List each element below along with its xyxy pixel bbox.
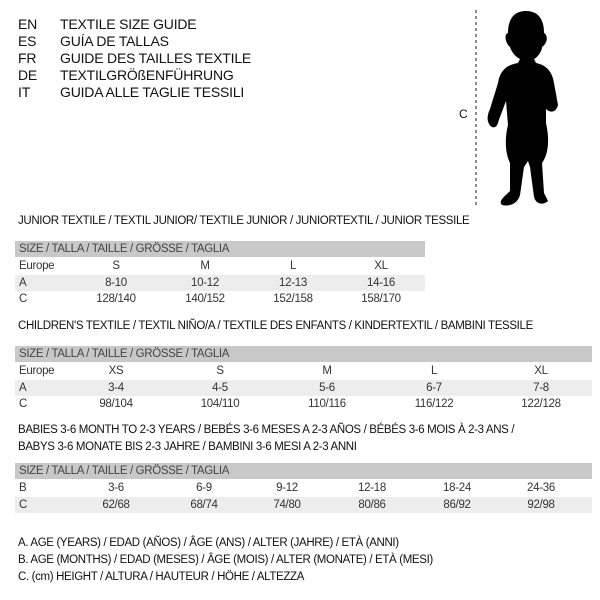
row-label: A xyxy=(19,381,27,394)
table-cell: 10-12 xyxy=(191,276,219,289)
table-cell: 128/140 xyxy=(96,293,136,305)
table-row: C 62/68 68/74 74/80 80/86 86/92 92/98 xyxy=(15,496,592,513)
table-cell: 12-13 xyxy=(279,276,307,289)
table-cell: 3-6 xyxy=(108,482,124,494)
lang-code-fr: FR xyxy=(18,50,37,66)
table-cell: S xyxy=(112,260,120,272)
lang-code-it: IT xyxy=(18,84,31,100)
table-cell: L xyxy=(430,365,438,377)
table-cell: M xyxy=(322,365,332,377)
table-cell: 7-8 xyxy=(533,381,549,394)
row-label: B xyxy=(19,482,27,494)
table-header: SIZE / TALLA / TAILLE / GRÖSSE / TAGLIA xyxy=(15,463,592,479)
table-cell: 6-7 xyxy=(426,381,442,394)
table-cell: 14-16 xyxy=(367,276,395,289)
table-cell: 18-24 xyxy=(443,482,471,494)
lang-title-it: GUIDA ALLE TAGLIE TESSILI xyxy=(60,84,245,100)
table-cell: 5-6 xyxy=(319,381,335,394)
row-label: Europe xyxy=(19,260,55,272)
table-row: A 8-10 10-12 12-13 14-16 xyxy=(15,274,425,291)
table-row: Europe XS S M L XL xyxy=(15,363,592,379)
table-cell: XL xyxy=(374,260,388,272)
table-cell: 98/104 xyxy=(99,398,133,410)
row-label: Europe xyxy=(19,365,55,377)
row-label: C xyxy=(19,398,28,410)
table-cell: 122/128 xyxy=(521,398,561,410)
child-silhouette-icon xyxy=(475,10,558,208)
table-cell: 104/110 xyxy=(200,398,240,410)
table-cell: S xyxy=(216,365,224,377)
measure-label: C xyxy=(459,107,468,121)
table-cell: 158/170 xyxy=(361,293,401,305)
table-cell: 86/92 xyxy=(443,498,471,511)
table-babies-heading-line1: BABIES 3-6 MONTH TO 2-3 YEARS / BEBÉS 3-… xyxy=(18,424,515,436)
table-cell: 4-5 xyxy=(212,381,228,394)
table-cell: 116/122 xyxy=(414,398,454,410)
table-header: SIZE / TALLA / TAILLE / GRÖSSE / TAGLIA xyxy=(15,346,592,362)
row-label: C xyxy=(19,498,28,511)
lang-code-en: EN xyxy=(18,16,38,32)
legend-a: A. AGE (YEARS) / EDAD (AÑOS) / ÂGE (ANS)… xyxy=(18,537,399,549)
lang-title-es: GUÍA DE TALLAS xyxy=(60,33,169,49)
table-row: Europe S M L XL xyxy=(15,258,425,274)
table-cell: 74/80 xyxy=(273,498,301,511)
lang-title-de: TEXTILGRÖßENFÜHRUNG xyxy=(60,67,234,83)
table-cell: 12-18 xyxy=(358,482,386,494)
table-cell: L xyxy=(289,260,297,272)
lang-code-de: DE xyxy=(18,67,38,83)
table-cell: M xyxy=(200,260,210,272)
table-cell: XL xyxy=(534,365,548,377)
table-cell: 140/152 xyxy=(185,293,225,305)
legend-b: B. AGE (MONTHS) / EDAD (MESES) / ÂGE (MO… xyxy=(18,554,433,566)
lang-code-es: ES xyxy=(18,33,37,49)
table-cell: 110/116 xyxy=(308,398,346,410)
lang-title-en: TEXTILE SIZE GUIDE xyxy=(60,16,197,32)
table-cell: 92/98 xyxy=(527,498,555,511)
table-cell: 8-10 xyxy=(105,276,127,289)
table-cell: 62/68 xyxy=(102,498,130,511)
table-row: A 3-4 4-5 5-6 6-7 7-8 xyxy=(15,379,592,396)
legend-c: C. (cm) HEIGHT / ALTURA / HAUTEUR / HÖHE… xyxy=(18,571,305,583)
table-children-heading: CHILDREN'S TEXTILE / TEXTIL NIÑO/A / TEX… xyxy=(18,320,533,332)
table-cell: 9-12 xyxy=(276,482,298,494)
table-junior-heading: JUNIOR TEXTILE / TEXTIL JUNIOR/ TEXTILE … xyxy=(18,215,470,227)
table-cell: XS xyxy=(108,365,124,377)
table-cell: 6-9 xyxy=(196,482,212,494)
lang-title-fr: GUIDE DES TAILLES TEXTILE xyxy=(60,50,252,66)
row-label: C xyxy=(19,293,28,305)
table-cell: 24-36 xyxy=(527,482,555,494)
row-label: A xyxy=(19,276,27,289)
table-cell: 68/74 xyxy=(190,498,218,511)
table-row: B 3-6 6-9 9-12 12-18 18-24 24-36 xyxy=(15,480,592,496)
table-cell: 3-4 xyxy=(108,381,124,394)
table-babies-heading-line2: BABYS 3-6 MONATE BIS 2-3 JAHRE / BAMBINI… xyxy=(18,441,357,453)
table-row: C 128/140 140/152 152/158 158/170 xyxy=(15,291,425,307)
table-header: SIZE / TALLA / TAILLE / GRÖSSE / TAGLIA xyxy=(15,241,425,257)
table-cell: 80/86 xyxy=(358,498,386,511)
table-cell: 152/158 xyxy=(273,293,313,305)
table-row: C 98/104 104/110 110/116 116/122 122/128 xyxy=(15,396,592,412)
